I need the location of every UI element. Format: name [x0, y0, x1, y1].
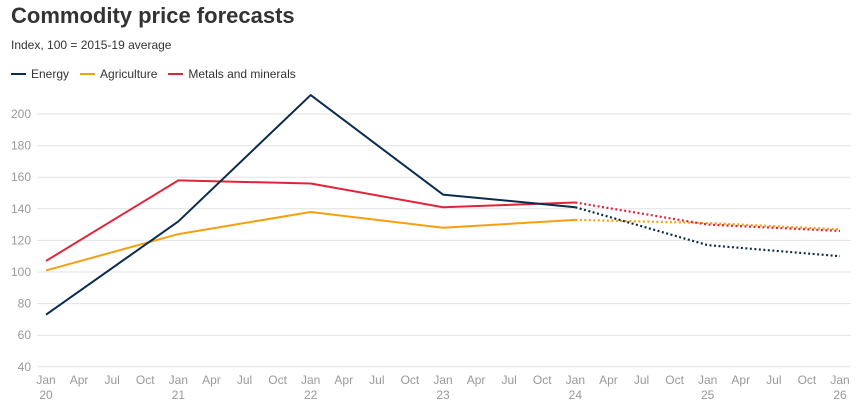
- chart-subtitle: Index, 100 = 2015-19 average: [11, 38, 172, 52]
- x-tick-label: Jan: [566, 373, 585, 387]
- y-tick-label: 160: [11, 170, 31, 184]
- legend-swatch-metals: [168, 73, 184, 75]
- x-tick-label: Oct: [136, 373, 155, 387]
- x-tick-label: Apr: [467, 373, 486, 387]
- y-tick-label: 200: [11, 107, 31, 121]
- x-tick-label: Jul: [634, 373, 649, 387]
- y-tick-label: 60: [18, 328, 32, 342]
- x-tick-label: Jul: [369, 373, 384, 387]
- x-tick-label: Jul: [766, 373, 781, 387]
- y-tick-label: 180: [11, 139, 31, 153]
- x-tick-year-label: 26: [833, 388, 847, 402]
- gridlines: [37, 113, 851, 368]
- x-tick-label: Jan: [698, 373, 717, 387]
- x-tick-label: Apr: [70, 373, 89, 387]
- x-tick-label: Jan: [830, 373, 849, 387]
- y-axis-ticks: 40 60 80 100 120 140 160 180 200: [11, 107, 31, 374]
- x-tick-label: Jan: [36, 373, 55, 387]
- x-tick-label: Apr: [731, 373, 750, 387]
- x-tick-year-label: 22: [304, 388, 318, 402]
- x-tick-label: Jan: [169, 373, 188, 387]
- x-tick-label: Oct: [268, 373, 287, 387]
- x-tick-year-label: 20: [39, 388, 53, 402]
- legend-item-energy[interactable]: Energy: [11, 67, 69, 81]
- y-tick-label: 120: [11, 233, 31, 247]
- x-tick-label: Apr: [202, 373, 221, 387]
- legend-item-metals[interactable]: Metals and minerals: [168, 67, 296, 81]
- x-tick-label: Jul: [104, 373, 119, 387]
- y-tick-label: 100: [11, 265, 31, 279]
- x-tick-label: Jan: [301, 373, 320, 387]
- legend-swatch-energy: [11, 73, 26, 75]
- y-tick-label: 140: [11, 202, 31, 216]
- legend-label-agriculture: Agriculture: [100, 67, 158, 81]
- x-tick-label: Jul: [501, 373, 516, 387]
- x-tick-year-label: 25: [701, 388, 715, 402]
- x-tick-label: Oct: [401, 373, 420, 387]
- x-tick-label: Jul: [237, 373, 252, 387]
- x-tick-label: Oct: [665, 373, 684, 387]
- x-tick-year-label: 23: [436, 388, 450, 402]
- y-tick-label: 80: [18, 297, 32, 311]
- series-forecast-line-energy[interactable]: [575, 206, 841, 258]
- legend-label-metals: Metals and minerals: [188, 67, 296, 81]
- chart-title: Commodity price forecasts: [11, 3, 295, 28]
- x-tick-label: Apr: [334, 373, 353, 387]
- legend: Energy Agriculture Metals and minerals: [11, 67, 307, 81]
- x-tick-label: Jan: [433, 373, 452, 387]
- x-tick-year-label: 24: [569, 388, 583, 402]
- x-tick-year-label: 21: [172, 388, 186, 402]
- series-line-agriculture[interactable]: [45, 210, 576, 272]
- legend-item-agriculture[interactable]: Agriculture: [80, 67, 157, 81]
- series-lines: [45, 94, 841, 316]
- x-tick-label: Oct: [533, 373, 552, 387]
- x-tick-label: Oct: [798, 373, 817, 387]
- legend-label-energy: Energy: [31, 67, 70, 81]
- x-tick-label: Apr: [599, 373, 618, 387]
- y-tick-label: 40: [18, 360, 32, 374]
- series-forecast-line-metals-and-minerals[interactable]: [575, 201, 841, 233]
- legend-swatch-agriculture: [80, 73, 96, 75]
